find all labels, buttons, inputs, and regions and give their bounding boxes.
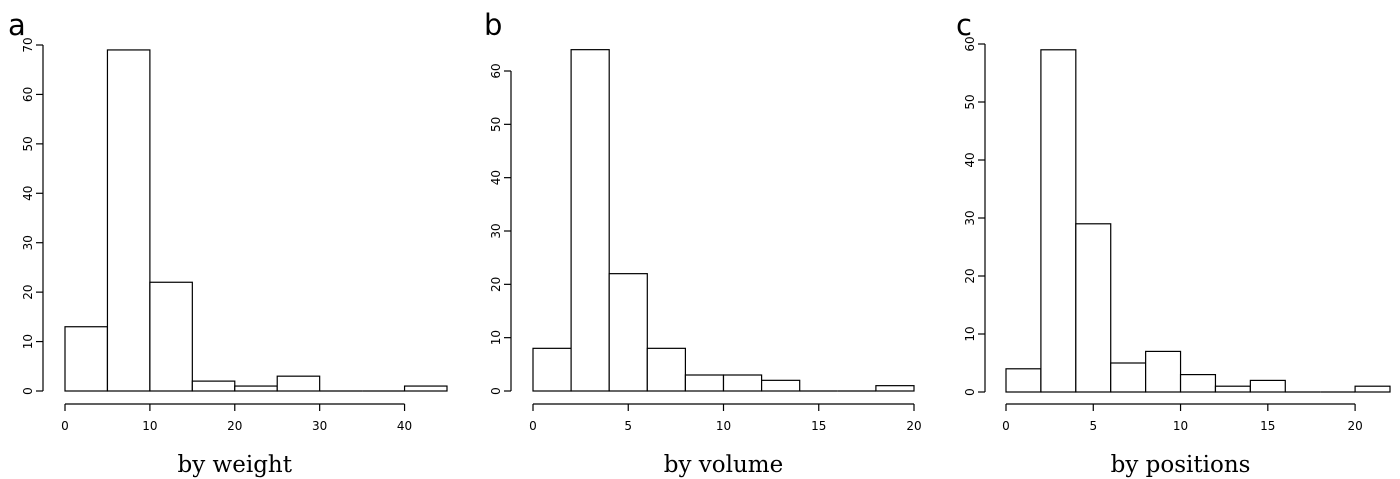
y-tick-label: 50 [21,136,35,151]
histogram-bar [1249,379,1286,393]
x-axis-label: by positions [1111,452,1251,478]
histogram-bar [684,374,725,392]
histogram-bar [1040,49,1077,393]
histogram-bar [1145,350,1182,393]
histogram-bar [191,380,236,392]
histogram-bar [608,273,648,392]
x-tick-label: 5 [624,419,632,433]
y-tick-label: 30 [21,235,35,250]
histogram-bar [64,326,109,392]
histogram-bar [532,347,572,392]
x-tick-label: 15 [1260,419,1275,433]
histogram-panel-a: 0 10 20 30 40 50 60 70 0 10 20 30 40 by weight a [8,8,448,478]
histogram-bar [1005,368,1042,393]
panel-label: b [484,8,502,42]
y-tick-label: 20 [21,285,35,300]
histogram-bar [722,374,763,392]
x-tick-label: 10 [716,419,731,433]
y-tick-label: 70 [21,37,35,52]
histogram-bar [1214,385,1251,393]
histogram-bar [149,281,193,392]
histogram-bar [1354,385,1391,393]
x-tick-label: 20 [1347,419,1362,433]
x-tick-label: 20 [906,419,921,433]
x-tick-label: 5 [1089,419,1097,433]
y-tick-label: 60 [963,36,977,51]
y-tick-label: 40 [21,186,35,201]
x-tick-label: 10 [1173,419,1188,433]
y-tick-label: 40 [489,170,503,185]
x-tick-label: 0 [1002,419,1010,433]
x-tick-label: 0 [529,419,537,433]
x-tick-label: 20 [227,419,242,433]
x-axis-label: by volume [664,452,783,478]
histogram-bar [106,49,151,392]
histogram-bar [760,379,801,392]
histogram-bar [1075,223,1112,393]
y-tick-label: 10 [21,334,35,349]
x-tick-label: 15 [811,419,826,433]
histogram-bar [234,385,278,392]
y-tick-label: 40 [963,152,977,167]
y-tick-label: 0 [21,387,35,395]
y-tick-label: 10 [489,330,503,345]
histogram-bar [570,49,610,392]
histogram-bar [403,385,448,392]
y-tick-label: 0 [963,388,977,396]
y-tick-label: 30 [489,223,503,238]
y-tick-label: 20 [963,268,977,283]
x-tick-label: 30 [312,419,327,433]
y-tick-label: 60 [21,87,35,102]
y-tick-label: 50 [489,117,503,132]
histogram-panel-c: 0 10 20 30 40 50 60 0 5 10 15 20 by positions c [956,8,1391,478]
y-tick-label: 10 [963,326,977,341]
histogram-bar [646,347,686,392]
y-tick-label: 0 [489,387,503,395]
y-tick-label: 50 [963,94,977,109]
y-tick-label: 20 [489,277,503,292]
x-tick-label: 0 [61,419,69,433]
x-tick-label: 10 [142,419,157,433]
histogram-bar [1110,362,1147,393]
x-axis-label: by weight [178,452,293,478]
histogram-bar [1179,374,1217,393]
y-tick-label: 60 [489,63,503,78]
x-tick-label: 40 [397,419,412,433]
histogram-bar [276,375,321,392]
histogram-bar [875,385,915,392]
y-tick-label: 30 [963,210,977,225]
histogram-panel-b: 0 10 20 30 40 50 60 0 5 10 15 20 by volume b [484,8,922,478]
panel-label: c [956,8,972,42]
panel-label: a [8,8,26,42]
